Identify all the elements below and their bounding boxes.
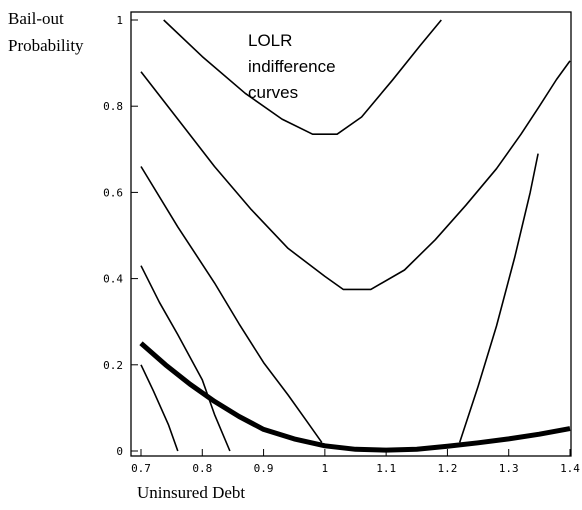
indifference-curve-3 [140,166,323,443]
y-tick-label: 0 [116,445,123,458]
annotation-line-2: indifference [248,57,336,76]
x-tick-label: 1.4 [560,462,580,475]
indifference-curve-4 [140,265,231,452]
indifference-curve-2 [140,60,571,291]
x-tick-label: 1.1 [376,462,396,475]
y-tick-label: 0.6 [103,186,123,199]
y-tick-label: 0.2 [103,359,123,372]
series-line-thick [139,341,571,453]
indifference-curve-6 [458,153,539,443]
x-axis-label: Uninsured Debt [137,483,245,502]
y-axis-label-line-1: Bail-out [8,9,64,28]
x-tick-label: 1.2 [437,462,457,475]
x-axis-ticks: 0.7 0.8 0.9 1 1.1 1.2 1.3 1.4 [131,449,580,475]
x-tick-label: 0.9 [254,462,274,475]
y-axis-ticks: 0 0.2 0.4 0.6 0.8 1 [103,14,138,458]
plot-frame [130,11,572,457]
y-tick-label: 0.8 [103,100,123,113]
y-axis-label-line-2: Probability [8,36,84,55]
indifference-curve-1 [163,19,442,135]
y-tick-label: 1 [116,14,123,27]
x-tick-label: 1 [322,462,329,475]
x-tick-label: 0.8 [192,462,212,475]
annotation-line-1: LOLR [248,31,292,50]
x-tick-label: 0.7 [131,462,151,475]
annotation-line-3: curves [248,83,298,102]
x-tick-label: 1.3 [499,462,519,475]
y-tick-label: 0.4 [103,273,123,286]
indifference-curve-5 [140,364,179,452]
series-group [139,19,571,453]
